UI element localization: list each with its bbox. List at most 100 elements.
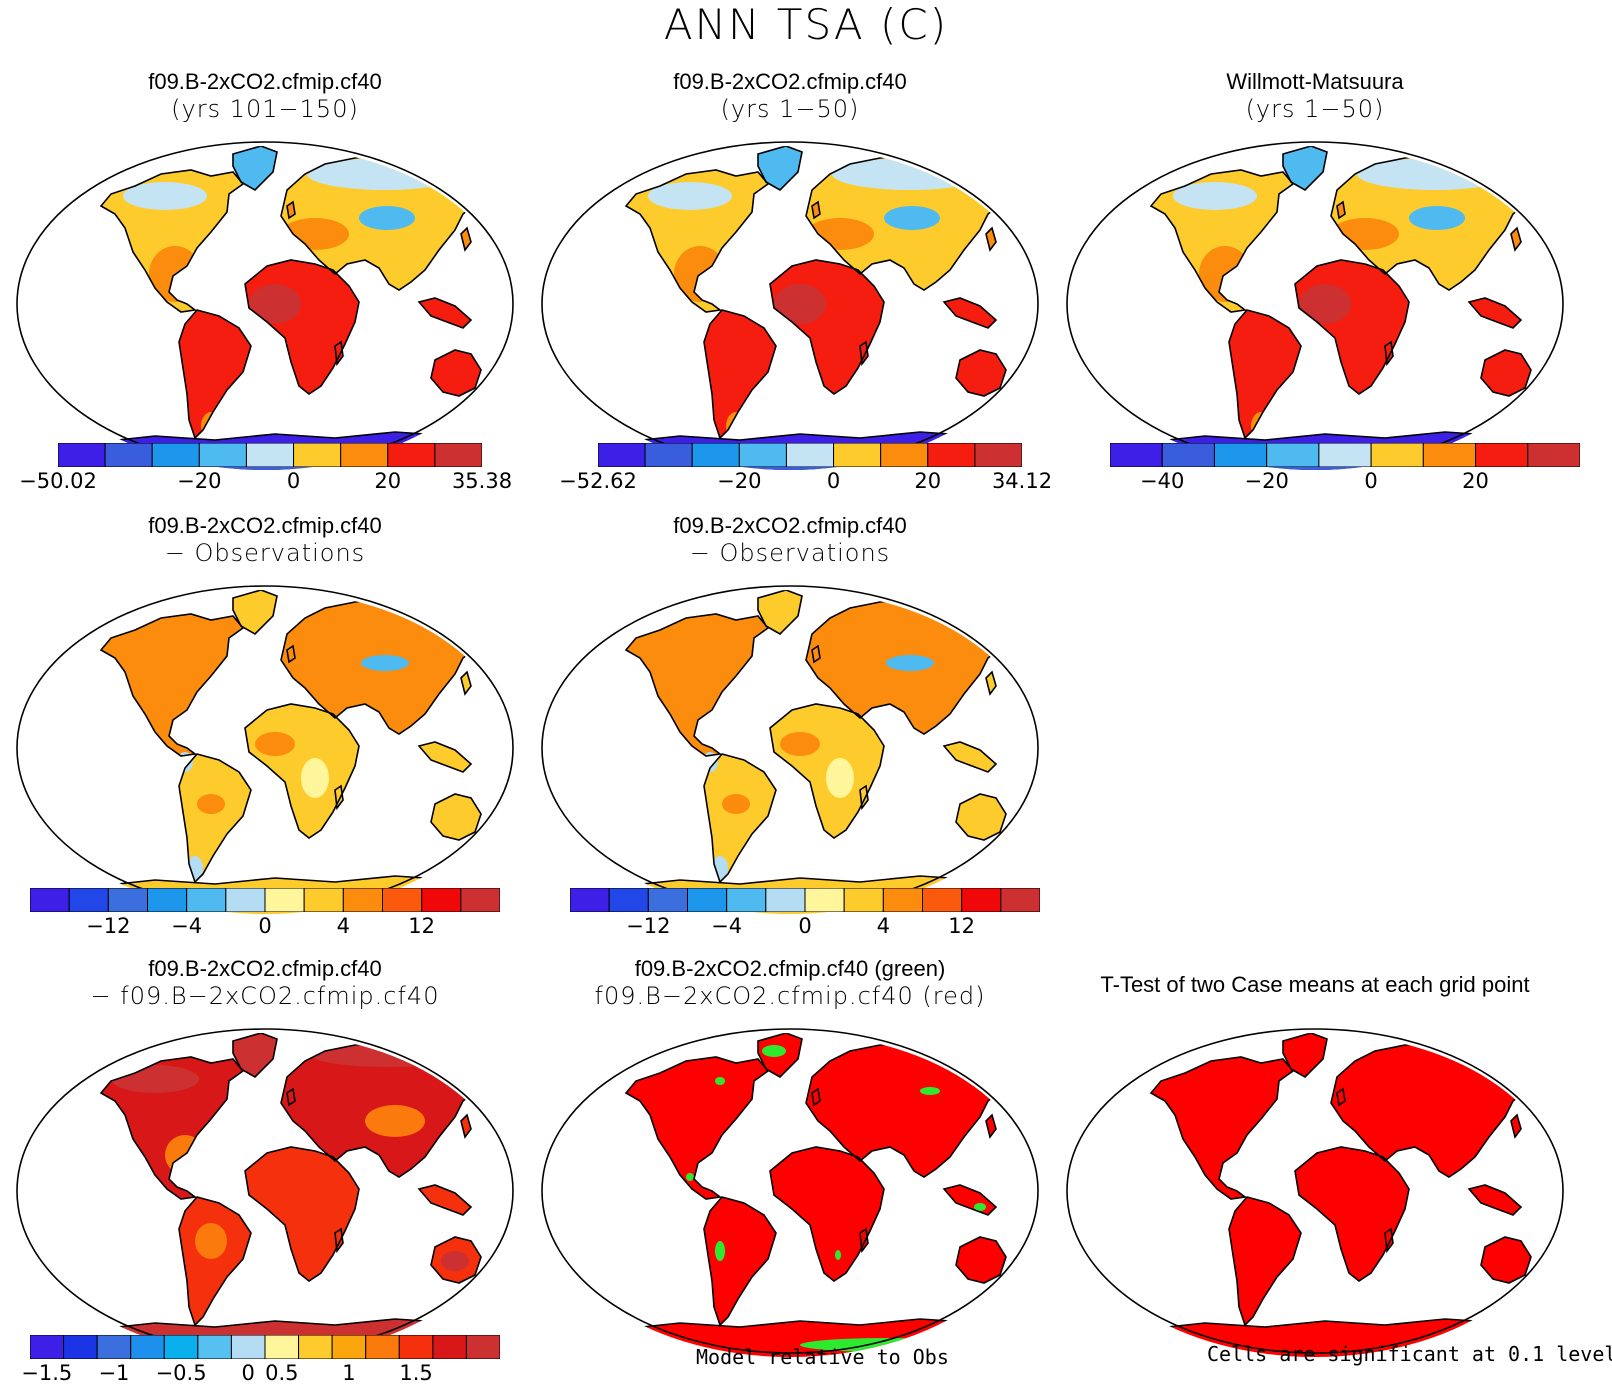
- coastline-northAmerica: [624, 169, 770, 313]
- value-region: [715, 1077, 725, 1085]
- continent-australia: [956, 794, 1006, 840]
- colorbar-swatch: [785, 443, 835, 467]
- colorbar-swatch: [264, 888, 305, 912]
- colorbar-swatches: [1110, 443, 1580, 467]
- continent-nz: [491, 1283, 501, 1301]
- coastline-australia: [1480, 1236, 1532, 1284]
- coastline-greenland: [757, 590, 803, 635]
- continent-northAmerica: [626, 614, 768, 756]
- coastline-madagascar: [1384, 1227, 1394, 1254]
- continent-nz: [1016, 396, 1026, 414]
- coastline-japan: [985, 226, 997, 252]
- coastline-seasia: [1467, 1184, 1523, 1216]
- colorbar-tick-label: −40: [1140, 469, 1185, 493]
- coastline-seasia: [1467, 297, 1523, 329]
- colorbar-swatch: [186, 888, 227, 912]
- colorbar-swatch: [1161, 443, 1215, 467]
- coastline-seasia: [417, 297, 473, 329]
- value-region: [249, 284, 301, 324]
- coastline-japan: [460, 1113, 472, 1139]
- world-map: [541, 585, 1039, 914]
- coastline-japan: [1510, 1113, 1522, 1139]
- coastline-nz: [1015, 394, 1027, 416]
- colorbar-swatches: [30, 888, 500, 912]
- colorbar-case-difference: −1.5 −1 −0.5 0 0.5 1 1.5: [21, 1335, 500, 1385]
- colorbar-swatch: [163, 1335, 199, 1359]
- map-panel-ttest: T-Test of two Case means at each grid po…: [1065, 955, 1565, 1375]
- colorbar-tick-label: −12: [86, 914, 131, 938]
- coastline-nz: [490, 394, 502, 416]
- panel-title: f09.B-2xCO2.cfmip.cf40: [148, 513, 382, 538]
- colorbar-tick-label: 20: [1462, 469, 1489, 493]
- colorbar-swatch: [197, 1335, 232, 1359]
- coastline-uk: [1336, 200, 1346, 220]
- colorbar-swatch: [1110, 443, 1163, 467]
- coastline-japan: [985, 670, 997, 696]
- coastline-southAmerica: [178, 1196, 252, 1327]
- value-region: [686, 1173, 694, 1181]
- value-region: [886, 655, 934, 671]
- colorbar-swatches: [570, 888, 1040, 912]
- world-map: [541, 1028, 1039, 1357]
- world-map: [541, 141, 1039, 470]
- colorbar-swatch: [691, 443, 740, 467]
- colorbar-tick-label: 20: [374, 469, 402, 493]
- colorbar-tick-label: 20: [914, 469, 942, 493]
- map-panel-diff1: f09.B-2xCO2.cfmip.cf40 − Observations: [15, 512, 515, 932]
- value-region: [715, 1241, 725, 1261]
- coastline-seasia: [942, 297, 998, 329]
- value-region: [774, 284, 826, 324]
- colorbar-swatch: [63, 1335, 98, 1359]
- colorbar-swatch: [961, 888, 1002, 912]
- colorbar-swatch: [644, 443, 693, 467]
- coastline-japan: [1510, 226, 1522, 252]
- panel-subtitle: − Observations: [164, 539, 366, 567]
- coastline-australia: [430, 793, 482, 841]
- continent-northAmerica: [101, 614, 243, 756]
- continent-northAmerica: [626, 1057, 768, 1199]
- colorbar-swatch: [804, 888, 845, 912]
- colorbar-swatch: [264, 1335, 300, 1359]
- panel-title: T-Test of two Case means at each grid po…: [1100, 972, 1530, 997]
- colorbar-swatch: [1000, 888, 1040, 912]
- value-region: [441, 1251, 469, 1271]
- colorbar-swatch: [687, 888, 728, 912]
- panel-subtitle: (yrs 101−150): [171, 95, 359, 123]
- coastline-southAmerica: [1228, 309, 1302, 440]
- note-significance: Cells are significant at 0.1 level: [1207, 1342, 1612, 1366]
- colorbar-swatch: [387, 443, 436, 467]
- coastline-greenland: [232, 146, 278, 191]
- panel-title: f09.B-2xCO2.cfmip.cf40: [148, 69, 382, 94]
- colorbar-tick-label: −4: [171, 914, 203, 938]
- value-region: [762, 1045, 786, 1057]
- value-region: [197, 794, 225, 814]
- coastline-southAmerica: [703, 1196, 777, 1327]
- colorbar-swatch: [726, 888, 767, 912]
- coastline-australia: [955, 1236, 1007, 1284]
- continent-africa: [1295, 1147, 1409, 1281]
- coastline-southAmerica: [1228, 1196, 1302, 1327]
- colorbar-swatch: [608, 888, 649, 912]
- colorbar-observations: −40 −20 0 20: [1110, 443, 1580, 493]
- colorbar-tick-label: −20: [717, 469, 762, 493]
- colorbar-tick-label: −50.02: [19, 469, 97, 493]
- coastline-africa: [1294, 259, 1410, 395]
- colorbar-swatch: [880, 443, 929, 467]
- continent-seasia: [419, 298, 471, 328]
- colorbar-swatch: [151, 443, 200, 467]
- continent-southAmerica: [704, 754, 776, 882]
- coastline-uk: [811, 200, 821, 220]
- coastline-southAmerica: [703, 753, 777, 884]
- continent-australia: [431, 794, 481, 840]
- colorbar-swatch: [465, 1335, 500, 1359]
- coastline-seasia: [942, 1184, 998, 1216]
- colorbar-swatch: [382, 888, 423, 912]
- colorbar-tick-label: −12: [626, 914, 671, 938]
- map-border: [1066, 1028, 1564, 1354]
- colorbar-swatch: [340, 443, 389, 467]
- value-region: [648, 182, 732, 210]
- coastline-northAmerica: [624, 1056, 770, 1200]
- continent-australia: [956, 350, 1006, 396]
- continent-nz: [1016, 1283, 1026, 1301]
- panel-title: f09.B-2xCO2.cfmip.cf40: [673, 69, 907, 94]
